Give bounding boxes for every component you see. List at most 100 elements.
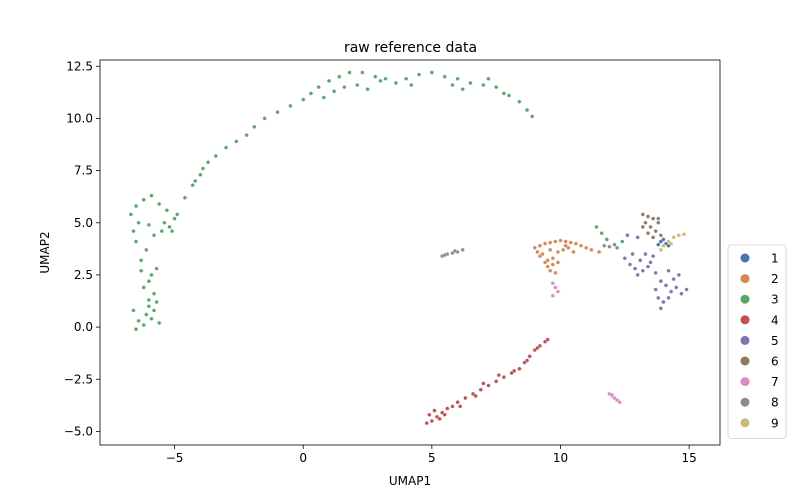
data-point [609,392,614,397]
data-point [517,99,522,104]
data-point [458,404,463,409]
plot-points [128,70,689,426]
data-point [651,235,656,240]
data-point [494,85,499,90]
data-point [604,237,609,242]
data-point [442,74,447,79]
data-point [617,400,622,405]
data-point [584,245,589,250]
data-point [612,242,617,247]
data-point [661,237,666,242]
legend-label: 5 [771,334,779,348]
legend-marker [740,315,750,325]
data-point [550,256,555,261]
data-point [149,316,154,321]
data-point [669,241,674,246]
data-point [393,80,398,85]
x-tick-label: −5 [166,451,184,465]
data-point [625,233,630,238]
data-point [615,245,620,250]
data-point [193,178,198,184]
data-point [548,268,553,273]
data-point [524,108,530,113]
x-axis-ticks: −5 0 5 10 15 [166,445,697,465]
data-point [661,300,666,305]
data-point [342,85,347,90]
data-point [656,220,661,225]
series-2 [532,238,602,275]
data-point [661,243,666,248]
data-point [167,224,172,229]
data-point [468,80,473,85]
data-point [656,216,661,221]
data-point [383,76,388,81]
data-point [450,404,455,409]
data-point [545,264,550,269]
data-point [486,383,491,388]
data-point [537,254,542,259]
y-axis-label: UMAP2 [38,231,52,273]
data-point [175,212,180,217]
data-point [658,247,663,252]
data-point [550,281,555,286]
data-point [563,239,568,244]
data-point [656,295,661,300]
data-point [651,254,656,259]
data-point [429,418,434,424]
data-point [607,244,612,249]
legend-marker [740,294,750,304]
data-point [530,114,535,119]
data-point [494,379,499,384]
series-6 [640,212,663,240]
data-point [337,74,342,79]
data-point [550,293,555,298]
data-point [602,243,607,248]
data-point [355,82,360,88]
data-point [460,87,465,92]
data-point [669,289,674,294]
y-tick-label: 0.0 [74,320,93,334]
series-1 [656,237,671,248]
data-point [589,247,594,252]
data-point [558,238,563,243]
legend-label: 6 [771,355,779,369]
data-point [561,247,566,252]
data-point [543,260,548,265]
data-point [594,224,599,229]
data-point [532,245,537,250]
data-point [535,345,540,351]
data-point [473,393,478,399]
data-point [437,416,442,421]
legend-label: 2 [771,272,779,286]
axes-frame [99,59,721,446]
data-point [545,337,550,342]
data-point [553,270,558,275]
data-point [146,222,151,227]
data-point [149,272,154,277]
data-point [136,220,141,225]
data-point [172,216,177,221]
data-point [643,220,648,225]
data-point [640,212,645,217]
data-point [275,110,280,115]
data-point [501,91,506,96]
data-point [442,253,447,258]
series-3 [128,70,630,332]
series-8 [440,242,617,259]
data-point [224,145,229,150]
y-tick-label: −5.0 [64,424,93,438]
data-point [555,249,560,255]
y-tick-label: −2.5 [64,372,93,386]
data-point [154,266,159,271]
data-point [630,252,635,257]
data-point [316,85,321,90]
data-point [512,368,517,373]
data-point [648,224,653,229]
data-point [537,243,542,248]
data-point [133,327,139,332]
data-point [658,279,663,284]
data-point [666,295,671,300]
data-point [139,268,144,273]
data-point [635,272,640,277]
